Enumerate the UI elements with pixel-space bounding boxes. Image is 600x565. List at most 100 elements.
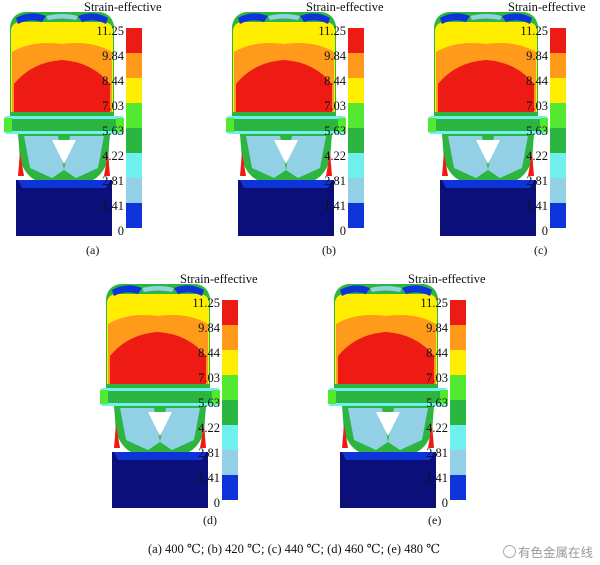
legend-tick: 0 [441, 496, 448, 510]
legend-swatch [550, 53, 566, 78]
legend-swatch [126, 53, 142, 78]
panel-label: (c) [534, 243, 548, 257]
panel-label: (b) [322, 243, 336, 257]
legend-tick: 7.03 [198, 371, 220, 385]
strain-contour-plot [226, 12, 346, 236]
legend-ticks: 11.25 9.84 8.44 7.03 5.63 4.22 2.81 1.41… [316, 18, 348, 238]
panel-e: Strain-effective 11.25 9.84 8.44 7.03 5.… [326, 272, 506, 542]
figure-caption: (a) 400 ℃; (b) 420 ℃; (c) 440 ℃; (d) 460… [148, 542, 441, 556]
panel-label: (a) [86, 243, 100, 257]
legend-swatch [348, 203, 364, 228]
top-blue-edge [440, 13, 532, 24]
legend-tick: 0 [117, 224, 124, 238]
legend-ticks: 11.25 9.84 8.44 7.03 5.63 4.22 2.81 1.41… [418, 290, 450, 510]
legend-swatch [348, 103, 364, 128]
color-legend-bar [348, 28, 364, 228]
legend-tick: 5.63 [324, 124, 346, 138]
legend-title: Strain-effective [180, 272, 258, 286]
legend-tick: 5.63 [198, 396, 220, 410]
legend-tick: 4.22 [102, 149, 124, 163]
watermark-logo-icon [503, 545, 516, 558]
legend-swatch [348, 78, 364, 103]
legend-tick: 4.22 [426, 421, 448, 435]
strain-contour-plot [4, 12, 124, 236]
bottom-billet [16, 180, 112, 236]
red-core [110, 332, 206, 384]
legend-tick: 7.03 [526, 99, 548, 113]
top-cyan-edge [46, 14, 78, 20]
panel-b: Strain-effective 11.25 9.84 8.44 7.03 5.… [224, 0, 404, 270]
legend-tick: 8.44 [102, 74, 124, 88]
legend-title: Strain-effective [84, 0, 162, 14]
legend-swatch [126, 178, 142, 203]
top-cyan-edge [370, 286, 402, 292]
strain-contour-plot [328, 284, 448, 508]
legend-swatch [348, 128, 364, 153]
legend-swatch [222, 450, 238, 475]
color-legend-bar [222, 300, 238, 500]
watermark-text: 有色金属在线 [518, 545, 594, 560]
legend-ticks: 11.25 9.84 8.44 7.03 5.63 4.22 2.81 1.41… [94, 18, 126, 238]
legend-tick: 1.41 [324, 199, 346, 213]
legend-swatch [550, 103, 566, 128]
legend-tick: 8.44 [324, 74, 346, 88]
legend-tick: 2.81 [426, 446, 448, 460]
legend-tick: 8.44 [526, 74, 548, 88]
top-blue-edge [16, 13, 108, 24]
bottom-billet [238, 180, 334, 236]
color-legend-bar [550, 28, 566, 228]
legend-swatch [222, 475, 238, 500]
legend-swatch [550, 128, 566, 153]
legend-tick: 9.84 [426, 321, 448, 335]
legend-tick: 7.03 [324, 99, 346, 113]
legend-ticks: 11.25 9.84 8.44 7.03 5.63 4.22 2.81 1.41… [518, 18, 550, 238]
bottom-billet [112, 452, 208, 508]
legend-swatch [348, 53, 364, 78]
strain-contour-plot [100, 284, 220, 508]
legend-tick: 4.22 [198, 421, 220, 435]
legend-swatch [126, 78, 142, 103]
legend-swatch [450, 375, 466, 400]
legend-swatch [550, 28, 566, 53]
legend-swatch [222, 300, 238, 325]
top-blue-edge [238, 13, 330, 24]
legend-swatch [126, 153, 142, 178]
legend-swatch [126, 28, 142, 53]
legend-swatch [450, 350, 466, 375]
legend-tick: 11.25 [520, 24, 548, 38]
legend-tick: 1.41 [526, 199, 548, 213]
legend-swatch [222, 400, 238, 425]
legend-tick: 9.84 [526, 49, 548, 63]
legend-title: Strain-effective [408, 272, 486, 286]
panel-a: Strain-effective 11.25 9.84 8.44 7.03 5.… [2, 0, 182, 270]
legend-tick: 4.22 [324, 149, 346, 163]
red-core [236, 60, 332, 112]
legend-tick: 0 [339, 224, 346, 238]
watermark: 有色金属在线 [503, 542, 593, 561]
legend-title: Strain-effective [508, 0, 586, 14]
panel-label: (e) [428, 513, 442, 527]
panel-c: Strain-effective 11.25 9.84 8.44 7.03 5.… [426, 0, 600, 270]
legend-tick: 8.44 [198, 346, 220, 360]
legend-tick: 2.81 [198, 446, 220, 460]
legend-swatch [348, 153, 364, 178]
legend-swatch [222, 375, 238, 400]
legend-title: Strain-effective [306, 0, 384, 14]
legend-swatch [550, 203, 566, 228]
color-legend-bar [450, 300, 466, 500]
bottom-billet [440, 180, 536, 236]
legend-swatch [450, 400, 466, 425]
legend-tick: 2.81 [102, 174, 124, 188]
legend-swatch [126, 128, 142, 153]
legend-tick: 11.25 [96, 24, 124, 38]
strain-contour-plot [428, 12, 548, 236]
panel-d: Strain-effective 11.25 9.84 8.44 7.03 5.… [98, 272, 278, 542]
legend-tick: 1.41 [426, 471, 448, 485]
legend-tick: 8.44 [426, 346, 448, 360]
legend-tick: 9.84 [102, 49, 124, 63]
legend-tick: 11.25 [318, 24, 346, 38]
legend-tick: 11.25 [192, 296, 220, 310]
top-blue-edge [340, 285, 432, 296]
legend-tick: 4.22 [526, 149, 548, 163]
top-cyan-edge [470, 14, 502, 20]
